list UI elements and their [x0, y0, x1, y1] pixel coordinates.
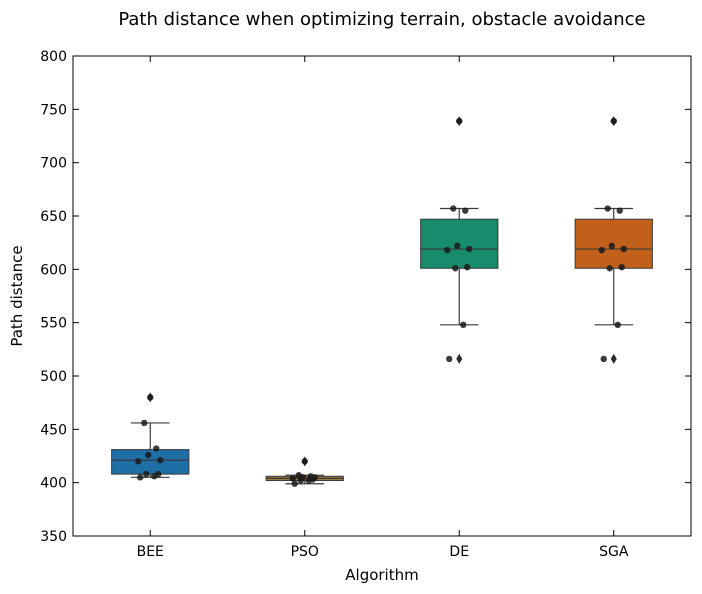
plot-area: 350 400 450 500 550 600 650 700 750 800 BEE PSO DE SG…: [40, 49, 692, 560]
data-point: [147, 394, 154, 401]
data-point: [289, 475, 296, 482]
data-point: [444, 246, 451, 254]
y-tick-label: 500: [40, 369, 67, 385]
y-axis-label: Path distance: [8, 245, 26, 346]
y-tick-label: 800: [40, 49, 67, 65]
x-axis-label: Algorithm: [345, 566, 418, 584]
y-tick-label: 650: [40, 209, 67, 225]
data-point: [295, 472, 302, 479]
data-point: [155, 470, 162, 478]
chart-title: Path distance when optimizing terrain, o…: [118, 9, 645, 30]
data-point: [466, 245, 473, 253]
y-tick-label: 750: [40, 102, 67, 118]
x-tick-label: BEE: [137, 544, 164, 560]
y-tick-label: 600: [40, 262, 67, 278]
x-tick-label: PSO: [291, 544, 319, 560]
data-point: [446, 355, 453, 363]
y-tick-label: 550: [40, 316, 67, 332]
data-point: [450, 205, 457, 212]
flier-marker: [456, 353, 463, 364]
data-point: [454, 242, 461, 250]
y-tick-label: 450: [40, 422, 67, 438]
data-point: [464, 264, 471, 271]
data-point: [141, 419, 148, 427]
data-point: [143, 470, 150, 478]
flier-marker: [610, 353, 617, 364]
data-point: [620, 245, 627, 253]
data-point: [153, 445, 160, 452]
y-tick-label: 700: [40, 156, 67, 172]
data-point: [598, 246, 605, 254]
data-point: [145, 451, 152, 459]
x-tick-label: SGA: [599, 544, 629, 560]
data-point: [307, 473, 314, 480]
x-tick-label: DE: [449, 544, 469, 560]
data-point: [610, 117, 617, 125]
data-point: [291, 480, 298, 487]
data-point: [614, 321, 621, 328]
data-point: [456, 117, 463, 125]
data-point: [460, 321, 467, 328]
data-point: [462, 207, 469, 214]
data-point: [157, 457, 164, 464]
data-point: [452, 265, 459, 272]
y-tick-label: 350: [40, 529, 67, 545]
data-point: [135, 458, 142, 465]
data-point: [616, 207, 623, 214]
axes-frame: [72, 55, 692, 537]
data-point: [137, 474, 144, 481]
y-tick-label: 400: [40, 476, 67, 492]
data-point: [606, 265, 613, 272]
data-point: [604, 205, 611, 212]
data-point: [608, 242, 615, 250]
data-point: [600, 355, 607, 363]
data-point: [301, 458, 308, 465]
data-point: [618, 264, 625, 271]
